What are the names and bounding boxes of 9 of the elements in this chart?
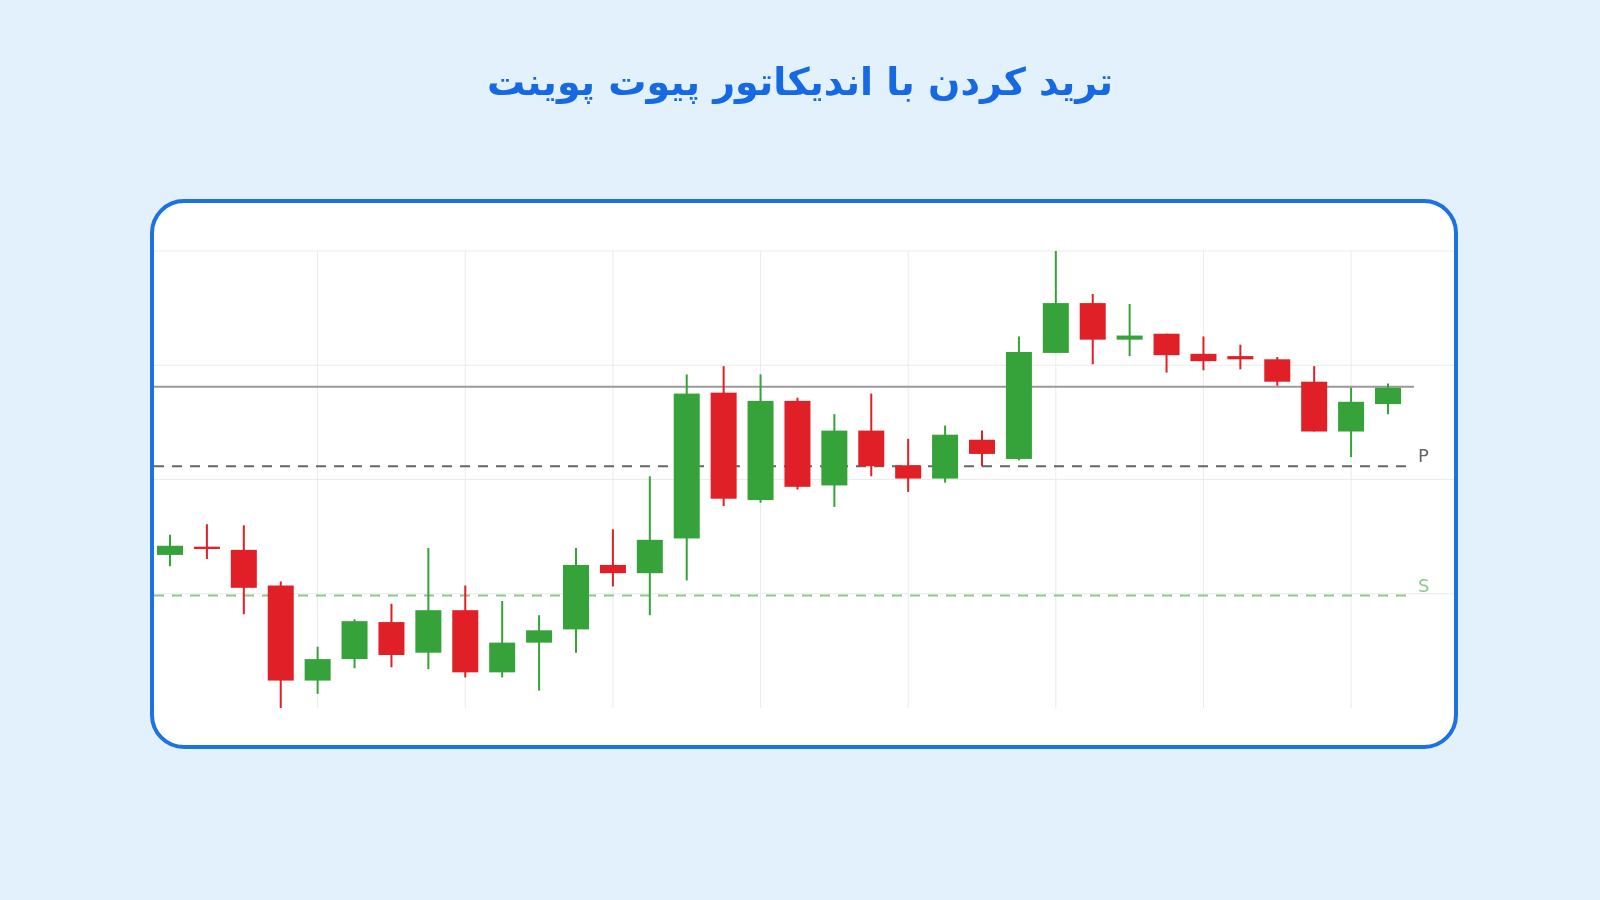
- candlestick: [599, 528, 626, 588]
- candlestick: [157, 533, 183, 568]
- ref-line-label: S: [1418, 574, 1430, 596]
- chart-title: ترید کردن با اندیکاتور پیوت پوینت: [485, 60, 1115, 104]
- ref-line-label: P: [1418, 445, 1429, 467]
- candlestick: [1190, 335, 1217, 372]
- candlestick: [1227, 343, 1254, 371]
- candlestick: [1116, 303, 1143, 358]
- candlestick: [526, 614, 553, 692]
